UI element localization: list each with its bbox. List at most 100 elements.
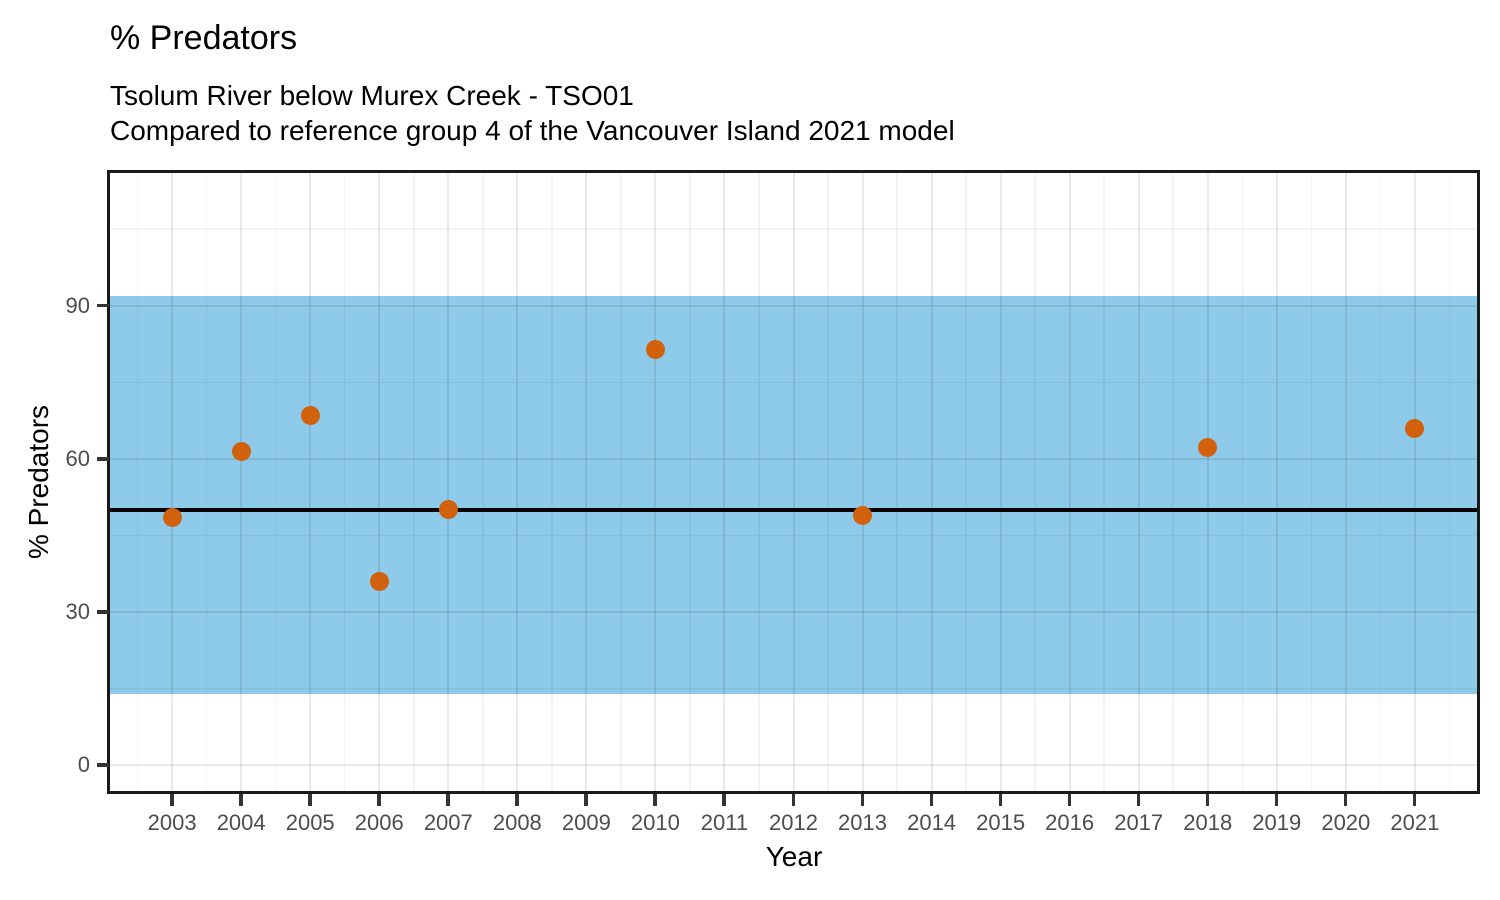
x-major-gridline	[1137, 173, 1140, 791]
x-tick-mark	[653, 794, 657, 806]
x-minor-gridline	[1379, 173, 1382, 791]
x-minor-gridline	[689, 173, 691, 791]
x-minor-gridline	[620, 173, 622, 791]
x-tick-label: 2020	[1321, 810, 1371, 835]
x-major-gridline	[309, 173, 312, 791]
x-major-gridline	[654, 173, 657, 791]
data-point	[1198, 438, 1218, 458]
x-major-gridline	[1413, 173, 1416, 791]
x-major-gridline	[516, 173, 519, 791]
chart-subtitle-line2: Compared to reference group 4 of the Van…	[110, 115, 955, 146]
x-minor-gridline	[758, 173, 760, 791]
y-minor-gridline	[110, 228, 1477, 230]
x-minor-gridline	[136, 173, 139, 791]
chart-subtitle-line1: Tsolum River below Murex Creek - TSO01	[110, 80, 634, 111]
x-tick-mark	[1274, 794, 1279, 806]
x-tick-mark	[929, 794, 934, 806]
x-tick-label: 2018	[1183, 810, 1233, 835]
x-tick-label: 2012	[769, 810, 818, 835]
y-major-gridline	[110, 304, 1477, 307]
data-point	[300, 405, 320, 425]
x-minor-gridline	[413, 173, 415, 791]
x-tick-mark	[722, 794, 726, 806]
x-major-gridline	[1206, 173, 1209, 791]
data-point	[162, 508, 182, 528]
x-minor-gridline	[551, 173, 553, 791]
x-tick-mark	[1343, 794, 1348, 806]
x-tick-label: 2017	[1114, 810, 1164, 835]
x-tick-mark	[446, 794, 450, 806]
data-point	[645, 339, 665, 359]
x-minor-gridline	[965, 173, 967, 791]
data-point	[231, 442, 251, 462]
y-tick-label: 90	[65, 292, 90, 318]
x-tick-label: 2014	[907, 810, 957, 835]
x-minor-gridline	[343, 173, 346, 791]
data-point	[1405, 418, 1425, 438]
x-tick-label: 2016	[1045, 810, 1095, 835]
x-tick-mark	[1412, 794, 1417, 806]
x-minor-gridline	[1448, 173, 1451, 791]
x-major-gridline	[378, 173, 381, 791]
x-minor-gridline	[274, 173, 277, 791]
x-tick-mark	[515, 794, 519, 806]
x-tick-mark	[170, 794, 174, 806]
x-minor-gridline	[205, 173, 208, 791]
y-tick-mark	[97, 610, 109, 614]
data-point	[853, 506, 873, 526]
y-tick-mark	[97, 457, 109, 461]
x-major-gridline	[723, 173, 726, 791]
x-tick-mark	[860, 794, 865, 806]
x-tick-label: 2015	[976, 810, 1026, 835]
data-point	[369, 571, 389, 591]
x-minor-gridline	[827, 173, 829, 791]
y-minor-gridline	[110, 688, 1477, 690]
x-minor-gridline	[482, 173, 484, 791]
x-tick-mark	[584, 794, 588, 806]
x-major-gridline	[447, 173, 450, 791]
x-major-gridline	[1068, 173, 1071, 791]
x-tick-label: 2003	[147, 810, 197, 835]
x-tick-label: 2007	[423, 810, 473, 835]
y-major-gridline	[110, 458, 1477, 461]
reference-line	[110, 508, 1477, 513]
x-tick-label: 2006	[354, 810, 404, 835]
y-minor-gridline	[110, 534, 1477, 537]
chart-subtitle: Tsolum River below Murex Creek - TSO01 C…	[110, 78, 955, 148]
x-major-gridline	[171, 173, 174, 791]
x-major-gridline	[585, 173, 588, 791]
x-minor-gridline	[896, 173, 898, 791]
x-minor-gridline	[1241, 173, 1243, 791]
x-tick-label: 2011	[700, 810, 749, 835]
x-tick-mark	[377, 794, 381, 806]
data-point	[438, 499, 458, 519]
y-axis-title: % Predators	[23, 404, 54, 560]
x-tick-mark	[1067, 794, 1072, 806]
x-minor-gridline	[1172, 173, 1174, 791]
x-major-gridline	[1275, 173, 1278, 791]
y-tick-mark	[97, 303, 109, 308]
x-tick-label: 2004	[216, 810, 266, 835]
x-major-gridline	[930, 173, 933, 791]
y-tick-mark	[97, 763, 109, 767]
x-major-gridline	[861, 173, 864, 791]
x-tick-mark	[791, 794, 795, 806]
x-major-gridline	[1344, 173, 1347, 791]
x-major-gridline	[240, 173, 243, 791]
x-tick-label: 2010	[630, 810, 680, 835]
reference-band	[110, 295, 1477, 694]
chart-title: % Predators	[110, 19, 298, 57]
y-major-gridline	[110, 764, 1477, 767]
x-tick-mark	[308, 794, 312, 806]
x-minor-gridline	[1103, 173, 1105, 791]
x-tick-label: 2009	[561, 810, 611, 835]
x-minor-gridline	[1034, 173, 1036, 791]
x-tick-mark	[239, 794, 243, 806]
y-minor-gridline	[110, 381, 1477, 384]
x-tick-mark	[1136, 794, 1141, 806]
y-major-gridline	[110, 611, 1477, 614]
y-tick-label: 0	[77, 752, 90, 778]
x-tick-label: 2008	[492, 810, 542, 835]
x-tick-label: 2005	[285, 810, 335, 835]
